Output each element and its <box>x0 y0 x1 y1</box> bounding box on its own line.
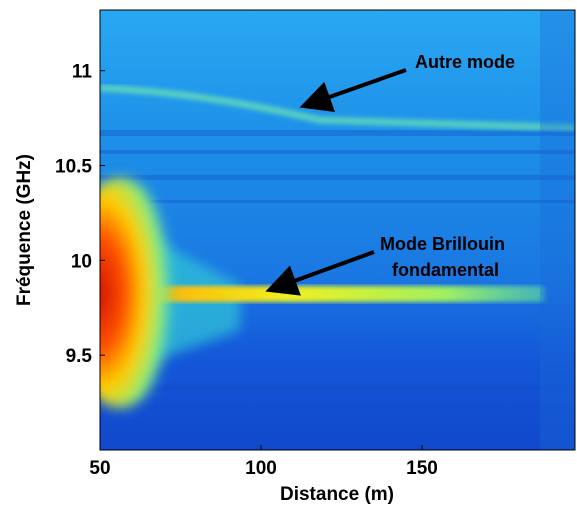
x-tick-label: 100 <box>245 458 277 479</box>
y-tick-label: 10 <box>71 251 92 272</box>
annotation: Autre mode <box>415 52 515 72</box>
y-tick-label: 10.5 <box>55 157 92 178</box>
y-tick-label: 9.5 <box>66 346 93 367</box>
x-tick-label: 50 <box>89 458 110 479</box>
y-axis-label: Fréquence (GHz) <box>14 154 35 306</box>
y-tick-label: 11 <box>72 62 93 83</box>
x-axis-label: Distance (m) <box>280 484 394 505</box>
annotation: Mode Brillouin <box>380 234 505 254</box>
heatmap <box>100 10 575 450</box>
annotation-arrow <box>299 68 407 112</box>
annotation-arrow <box>265 250 375 296</box>
annotation: fondamental <box>392 260 499 280</box>
plot-frame <box>99 9 576 451</box>
x-tick-label: 150 <box>406 458 438 479</box>
